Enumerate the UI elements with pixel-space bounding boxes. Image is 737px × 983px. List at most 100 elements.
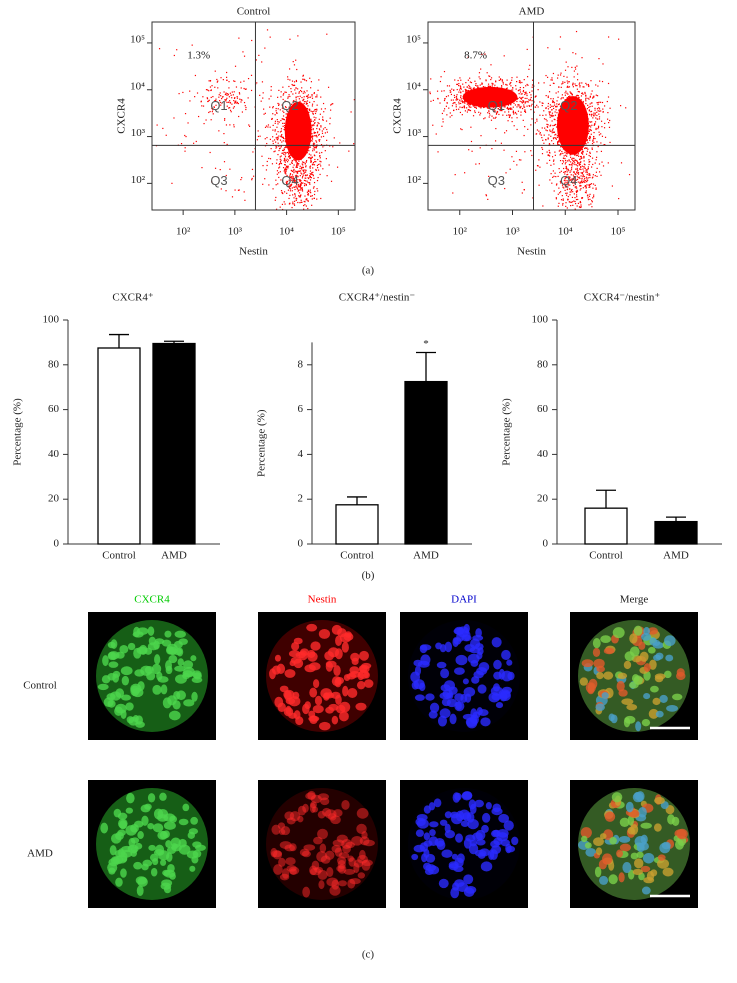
event-dot bbox=[464, 100, 465, 101]
event-dot bbox=[516, 164, 517, 165]
event-dot bbox=[311, 126, 312, 127]
quadrant-label: Q2 bbox=[281, 98, 298, 113]
event-dot bbox=[565, 148, 566, 149]
event-dot bbox=[539, 167, 540, 168]
event-dot bbox=[564, 135, 565, 136]
event-dot bbox=[309, 154, 310, 155]
event-dot bbox=[584, 109, 585, 110]
event-dot bbox=[302, 155, 303, 156]
event-dot bbox=[294, 170, 295, 171]
event-dot bbox=[300, 159, 301, 160]
event-dot bbox=[296, 69, 297, 70]
event-dot bbox=[319, 161, 320, 162]
event-dot bbox=[458, 102, 459, 103]
event-dot bbox=[314, 149, 315, 150]
cell bbox=[318, 880, 324, 889]
event-dot bbox=[311, 136, 312, 137]
event-dot bbox=[553, 98, 554, 99]
event-dot bbox=[510, 115, 511, 116]
event-dot bbox=[275, 123, 276, 124]
event-dot bbox=[181, 143, 182, 144]
event-dot bbox=[315, 111, 316, 112]
event-dot bbox=[287, 123, 288, 124]
event-dot bbox=[270, 158, 271, 159]
event-dot bbox=[305, 126, 306, 127]
event-dot bbox=[316, 199, 317, 200]
event-dot bbox=[295, 167, 296, 168]
event-dot bbox=[478, 106, 479, 107]
event-dot bbox=[297, 153, 298, 154]
event-dot bbox=[220, 169, 221, 170]
event-dot bbox=[596, 172, 597, 173]
event-dot bbox=[312, 105, 313, 106]
event-dot bbox=[278, 104, 279, 105]
event-dot bbox=[566, 123, 567, 124]
plot-frame bbox=[152, 22, 355, 210]
event-dot bbox=[570, 124, 571, 125]
event-dot bbox=[318, 164, 319, 165]
event-dot bbox=[290, 148, 291, 149]
event-dot bbox=[569, 115, 570, 116]
event-dot bbox=[608, 96, 609, 97]
event-dot bbox=[558, 86, 559, 87]
event-dot bbox=[273, 125, 274, 126]
event-dot bbox=[312, 195, 313, 196]
y-tick-label: 10² bbox=[407, 174, 422, 186]
event-dot bbox=[290, 125, 291, 126]
event-dot bbox=[574, 142, 575, 143]
event-dot bbox=[225, 94, 226, 95]
event-dot bbox=[277, 97, 278, 98]
event-dot bbox=[275, 147, 276, 148]
event-dot bbox=[588, 166, 589, 167]
event-dot bbox=[584, 164, 585, 165]
cell bbox=[453, 866, 463, 872]
event-dot bbox=[568, 124, 569, 125]
event-dot bbox=[307, 100, 308, 101]
event-dot bbox=[515, 98, 516, 99]
event-dot bbox=[209, 80, 210, 81]
event-dot bbox=[567, 113, 568, 114]
event-dot bbox=[312, 172, 313, 173]
event-dot bbox=[465, 97, 466, 98]
event-dot bbox=[505, 91, 506, 92]
event-dot bbox=[304, 169, 305, 170]
event-dot bbox=[289, 96, 290, 97]
event-dot bbox=[281, 131, 282, 132]
event-dot bbox=[595, 162, 596, 163]
event-dot bbox=[290, 114, 291, 115]
event-dot bbox=[564, 133, 565, 134]
event-dot bbox=[244, 102, 245, 103]
event-dot bbox=[572, 137, 573, 138]
event-dot bbox=[310, 154, 311, 155]
event-dot bbox=[515, 104, 516, 105]
event-dot bbox=[301, 87, 302, 88]
cell bbox=[454, 667, 465, 675]
event-dot bbox=[581, 206, 582, 207]
event-dot bbox=[575, 53, 576, 54]
event-dot bbox=[208, 101, 209, 102]
event-dot bbox=[542, 105, 543, 106]
event-dot bbox=[516, 101, 517, 102]
event-dot bbox=[284, 123, 285, 124]
cell bbox=[501, 650, 511, 660]
panel-label: (b) bbox=[362, 570, 375, 582]
event-dot bbox=[207, 98, 208, 99]
event-dot bbox=[472, 101, 473, 102]
event-dot bbox=[538, 159, 539, 160]
event-dot bbox=[581, 141, 582, 142]
cell bbox=[134, 669, 144, 676]
event-dot bbox=[315, 140, 316, 141]
event-dot bbox=[293, 121, 294, 122]
event-dot bbox=[585, 119, 586, 120]
event-dot bbox=[539, 115, 540, 116]
event-dot bbox=[294, 123, 295, 124]
event-dot bbox=[524, 94, 525, 95]
event-dot bbox=[507, 120, 508, 121]
event-dot bbox=[560, 74, 561, 75]
event-dot bbox=[293, 159, 294, 160]
x-tick-label: 10⁴ bbox=[279, 226, 294, 238]
event-dot bbox=[462, 102, 463, 103]
event-dot bbox=[564, 116, 565, 117]
event-dot bbox=[567, 207, 568, 208]
event-dot bbox=[466, 101, 467, 102]
